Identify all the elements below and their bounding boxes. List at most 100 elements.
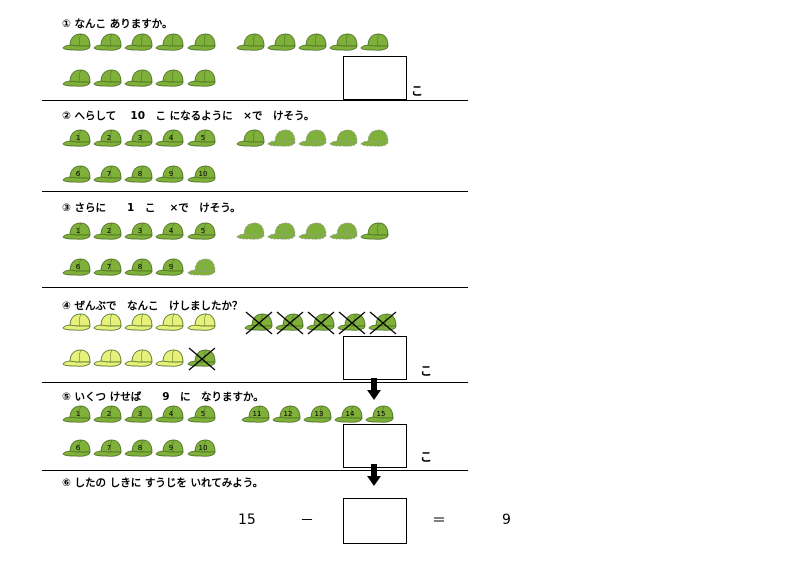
cap-number: 13 xyxy=(314,410,324,418)
equation-minus-sign: － xyxy=(300,513,314,529)
cap-icon xyxy=(298,221,328,243)
cap-icon: 9 xyxy=(155,257,185,279)
cap-icon xyxy=(93,348,123,370)
crossed-cap-icon xyxy=(337,311,367,335)
cap-icon xyxy=(155,68,185,90)
cap-number: 2 xyxy=(106,227,112,235)
cap-icon: 5 xyxy=(187,221,217,243)
cap-number: 6 xyxy=(75,444,81,452)
cap-number: 14 xyxy=(345,410,355,418)
cap-icon: 7 xyxy=(93,257,123,279)
cap-icon xyxy=(187,312,217,334)
cap-icon xyxy=(329,32,359,54)
answer-box-q6[interactable] xyxy=(343,498,407,544)
crossed-cap-icon xyxy=(244,311,274,335)
cap-number: 4 xyxy=(168,410,174,418)
cap-icon: 2 xyxy=(93,221,123,243)
cap-icon: 4 xyxy=(155,221,185,243)
crossed-cap-icon xyxy=(306,311,336,335)
cap-number: 4 xyxy=(168,227,174,235)
cap-icon: 5 xyxy=(187,404,217,426)
cap-icon xyxy=(62,68,92,90)
cap-number: 1 xyxy=(75,134,81,142)
cap-icon: 9 xyxy=(155,438,185,460)
cap-icon xyxy=(155,348,185,370)
question-4-label: ④ ぜんぶで なんこ けしましたか？ xyxy=(62,300,243,312)
cap-icon xyxy=(267,32,297,54)
divider xyxy=(42,470,468,471)
cap-number: 9 xyxy=(168,263,174,271)
cap-number: 3 xyxy=(137,227,143,235)
cap-number: 3 xyxy=(137,410,143,418)
cap-icon: 4 xyxy=(155,128,185,150)
cap-icon xyxy=(187,32,217,54)
cap-icon: 2 xyxy=(93,128,123,150)
cap-icon xyxy=(93,68,123,90)
question-5-label: ⑤ いくつ けせば 9 に なりますか。 xyxy=(62,391,264,403)
unit-label-q4: こ xyxy=(420,364,433,378)
cap-icon: 7 xyxy=(93,438,123,460)
cap-number: 7 xyxy=(106,170,112,178)
cap-icon xyxy=(267,221,297,243)
crossed-cap-icon xyxy=(368,311,398,335)
answer-box-q5[interactable] xyxy=(343,424,407,468)
question-3-label: ③ さらに 1 こ ×で けそう。 xyxy=(62,202,241,214)
equation-equals-sign: ＝ xyxy=(432,513,446,529)
cap-icon xyxy=(62,312,92,334)
question-6-label: ⑥ したの しきに すうじを いれてみよう。 xyxy=(62,477,264,489)
cap-icon xyxy=(187,68,217,90)
answer-box-q4[interactable] xyxy=(343,336,407,380)
cap-icon xyxy=(187,257,217,279)
divider xyxy=(42,382,468,383)
cap-number: 8 xyxy=(137,170,143,178)
cap-icon xyxy=(329,221,359,243)
cap-icon xyxy=(93,32,123,54)
cap-number: 6 xyxy=(75,170,81,178)
cap-icon xyxy=(155,32,185,54)
cap-number: 7 xyxy=(106,263,112,271)
cap-number: 15 xyxy=(376,410,386,418)
cap-icon xyxy=(62,348,92,370)
cap-icon: 7 xyxy=(93,164,123,186)
unit-label-q1: こ xyxy=(411,84,424,98)
answer-box-q1[interactable] xyxy=(343,56,407,100)
cap-icon xyxy=(124,68,154,90)
cap-icon xyxy=(267,128,297,150)
cap-icon xyxy=(360,128,390,150)
cap-icon: 1 xyxy=(62,221,92,243)
cap-icon xyxy=(236,128,266,150)
cap-icon: 3 xyxy=(124,128,154,150)
cap-number: 10 xyxy=(198,170,208,178)
cap-icon xyxy=(298,128,328,150)
cap-icon: 2 xyxy=(93,404,123,426)
cap-number: 9 xyxy=(168,170,174,178)
divider xyxy=(42,191,468,192)
cap-icon: 1 xyxy=(62,404,92,426)
cap-icon: 9 xyxy=(155,164,185,186)
cap-icon: 1 xyxy=(62,128,92,150)
cap-icon: 13 xyxy=(303,404,333,426)
cap-icon: 11 xyxy=(241,404,271,426)
cap-icon xyxy=(124,32,154,54)
question-2-label: ② へらして 10 こ になるように ×で けそう。 xyxy=(62,110,315,122)
cap-icon xyxy=(236,221,266,243)
down-arrow-icon xyxy=(367,378,381,400)
cap-icon xyxy=(93,312,123,334)
cap-icon: 6 xyxy=(62,438,92,460)
divider xyxy=(42,287,468,288)
equation-right-number: 9 xyxy=(502,512,511,528)
cap-icon xyxy=(124,348,154,370)
cap-number: 9 xyxy=(168,444,174,452)
cap-icon: 8 xyxy=(124,164,154,186)
cap-number: 10 xyxy=(198,444,208,452)
divider xyxy=(42,100,468,101)
cap-icon: 3 xyxy=(124,404,154,426)
cap-icon: 4 xyxy=(155,404,185,426)
cap-number: 7 xyxy=(106,444,112,452)
cap-number: 6 xyxy=(75,263,81,271)
cap-icon: 12 xyxy=(272,404,302,426)
cap-icon: 3 xyxy=(124,221,154,243)
cap-icon: 8 xyxy=(124,438,154,460)
cap-number: 5 xyxy=(200,227,206,235)
cap-icon: 6 xyxy=(62,164,92,186)
